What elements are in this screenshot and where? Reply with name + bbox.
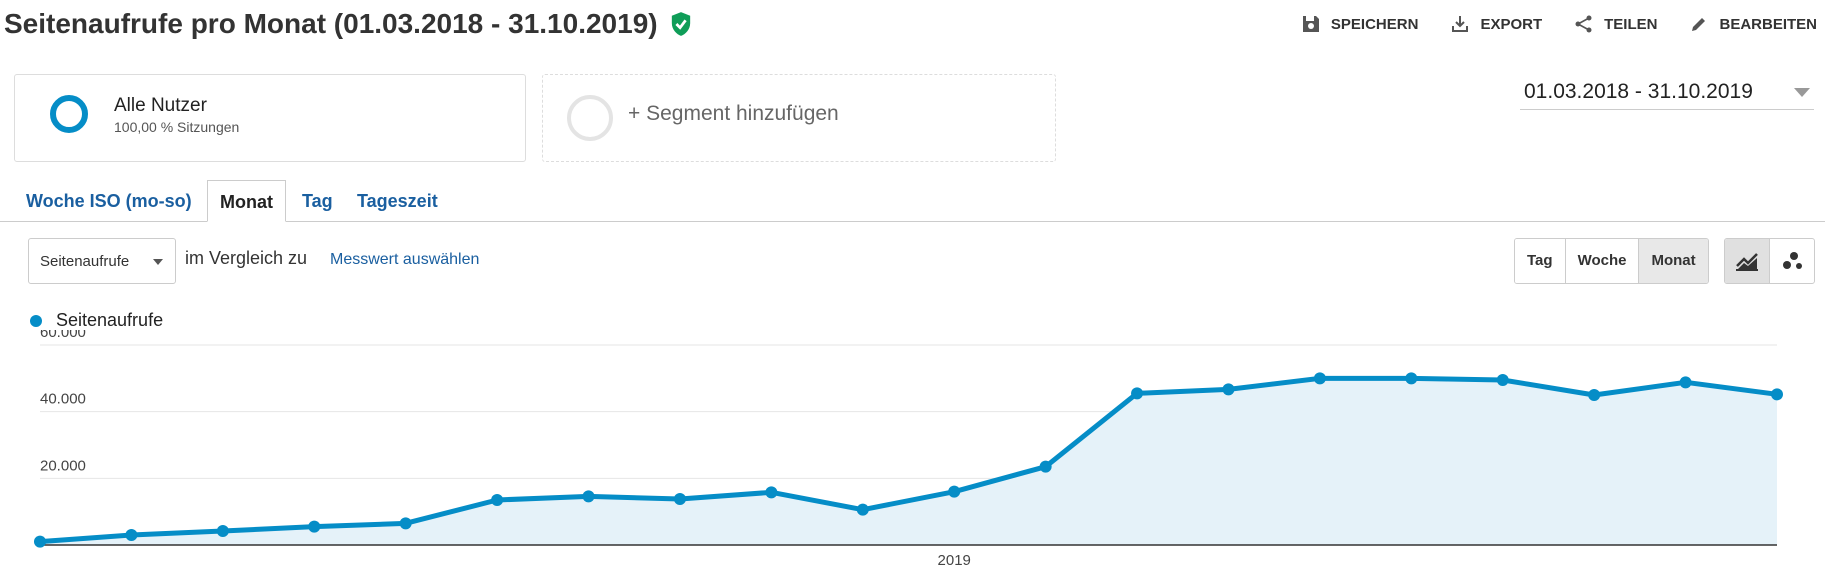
edit-button[interactable]: BEARBEITEN [1689, 14, 1817, 34]
save-label: SPEICHERN [1330, 15, 1419, 33]
granularity-week-button[interactable]: Woche [1565, 239, 1640, 283]
tabs-divider [0, 221, 1825, 222]
shield-check-icon [671, 12, 690, 36]
data-point [1771, 388, 1783, 401]
data-point [765, 486, 778, 499]
export-button[interactable]: EXPORT [1450, 14, 1542, 34]
legend-dot-icon [30, 314, 42, 327]
data-point [948, 485, 961, 498]
pencil-icon [1692, 18, 1706, 31]
add-segment-label: + Segment hinzufügen [628, 102, 839, 125]
x-tick-label: 2019 [938, 552, 971, 567]
data-point [216, 525, 229, 537]
y-tick-label: 40.000 [40, 391, 86, 408]
line-chart-button[interactable] [1725, 239, 1770, 283]
tab-day[interactable]: Tag [302, 191, 333, 211]
data-point [1313, 372, 1326, 385]
date-range-picker[interactable]: 01.03.2018 - 31.10.2019 [1520, 78, 1814, 110]
data-point [308, 520, 321, 533]
page-title-text: Seitenaufrufe pro Monat (01.03.2018 - 31… [4, 8, 658, 39]
line-chart-icon [1736, 253, 1758, 271]
series-area [40, 378, 1777, 545]
data-point [1039, 460, 1052, 473]
series-line [39, 375, 1778, 545]
y-tick-label: 60.000 [40, 330, 86, 341]
data-point [856, 503, 869, 516]
tab-week-iso[interactable]: Woche ISO (mo-so) [26, 191, 192, 211]
edit-label: BEARBEITEN [1719, 15, 1817, 33]
data-point [1405, 372, 1418, 385]
chart-legend: Seitenaufrufe [30, 310, 163, 331]
segment-name: Alle Nutzer [114, 95, 207, 116]
data-point [1679, 376, 1692, 389]
export-label: EXPORT [1480, 15, 1543, 33]
data-point [1496, 374, 1509, 386]
chart-view-toggle [1724, 238, 1815, 284]
granularity-toggle: Tag Woche Monat [1514, 238, 1709, 284]
data-point [673, 493, 686, 505]
date-range-value: 01.03.2018 - 31.10.2019 [1524, 80, 1753, 103]
metric-select-value: Seitenaufrufe [40, 253, 130, 270]
data-point [399, 517, 412, 530]
data-point [491, 494, 504, 506]
download-icon [1452, 16, 1469, 32]
chevron-down-icon [1794, 88, 1810, 97]
data-point [1222, 383, 1235, 396]
tab-time-of-day[interactable]: Tageszeit [357, 191, 438, 211]
segment-circle-icon [50, 95, 88, 133]
metric-select[interactable]: Seitenaufrufe [28, 238, 176, 284]
share-icon [1575, 15, 1592, 33]
motion-chart-icon [1783, 252, 1802, 269]
empty-segment-circle-icon [567, 95, 613, 141]
data-point [34, 535, 46, 548]
share-button[interactable]: TEILEN [1574, 14, 1657, 34]
chevron-down-icon [153, 259, 163, 265]
granularity-day-button[interactable]: Tag [1515, 239, 1566, 283]
report-toolbar: SPEICHERN EXPORT TEILEN BEARBEITEN [1301, 14, 1817, 34]
data-point [1588, 389, 1601, 401]
add-segment-button[interactable] [542, 74, 1056, 162]
tab-month[interactable]: Monat [207, 180, 286, 222]
page-title: Seitenaufrufe pro Monat (01.03.2018 - 31… [4, 8, 692, 40]
save-button[interactable]: SPEICHERN [1301, 14, 1419, 34]
motion-chart-button[interactable] [1770, 239, 1814, 283]
share-label: TEILEN [1604, 15, 1658, 33]
choose-metric-link[interactable]: Messwert auswählen [330, 251, 480, 268]
pageviews-chart: 20.000 40.000 60.000 2019 [34, 330, 1783, 567]
segment-sessions: 100,00 % Sitzungen [114, 119, 240, 135]
save-icon [1302, 16, 1319, 32]
data-point [582, 490, 595, 503]
granularity-month-button[interactable]: Monat [1639, 239, 1708, 283]
legend-label: Seitenaufrufe [56, 310, 164, 330]
compare-label: im Vergleich zu [185, 248, 308, 268]
data-point [1131, 387, 1144, 400]
segment-all-users[interactable] [14, 74, 526, 162]
data-point [125, 529, 138, 541]
y-tick-label: 20.000 [40, 457, 86, 474]
